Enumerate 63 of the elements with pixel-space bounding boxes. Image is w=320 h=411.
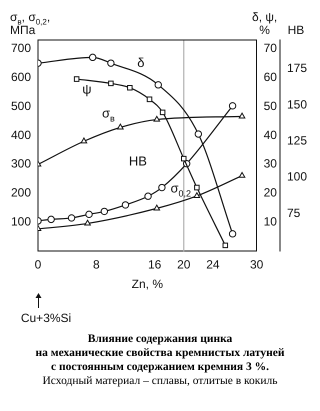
y3-tick-label: 100 [286, 170, 308, 184]
y2-tick-label: 40 [264, 128, 278, 142]
y-tick-label: 100 [10, 214, 32, 229]
point [100, 208, 108, 216]
point [84, 220, 91, 226]
y3-tick-label: 150 [286, 97, 308, 112]
text: Исходный материал – сплавы, отлитые в кокиль [42, 374, 278, 388]
point [107, 59, 115, 67]
point [194, 192, 200, 198]
point [154, 81, 162, 89]
point [68, 214, 76, 222]
x-tick-label: 20 [177, 258, 191, 272]
y2-tick-label: 30 [264, 156, 278, 171]
x-tick-label: 30 [250, 258, 264, 272]
point [238, 112, 246, 118]
y-tick-label: 500 [10, 98, 32, 113]
y-tick-label: 700 [10, 40, 32, 55]
point [160, 110, 166, 116]
point [158, 184, 166, 192]
y-tick-label: 400 [10, 128, 32, 142]
point [108, 80, 114, 86]
y3-tick-label: 125 [286, 134, 308, 148]
point [80, 138, 88, 144]
point [194, 184, 200, 190]
x-axis-title: Zn, % [132, 277, 164, 292]
point [85, 210, 93, 218]
series-label: HB [128, 154, 147, 169]
point [228, 230, 236, 238]
y-tick-label: 200 [10, 186, 32, 200]
y-tick-label: 600 [10, 70, 32, 84]
point [154, 204, 160, 210]
y2-tick-label: 10 [264, 214, 278, 229]
y2-tick-label: 70 [264, 40, 278, 55]
point [117, 124, 124, 130]
text: Cu+3%Si [20, 311, 72, 325]
point [74, 76, 80, 82]
series-label: δ [137, 55, 145, 70]
point [154, 116, 160, 122]
y3-axis-title: HB [288, 23, 304, 37]
x-tick-label: 0 [34, 258, 42, 272]
text: Влияние содержания цинка на механические свойства кремнистых латуней с постоянным содержанием кремния 3 %. [34, 332, 286, 374]
y-tick-label: 300 [10, 156, 32, 171]
y2-tick-label: 20 [264, 186, 278, 200]
y3-tick-label: 75 [286, 206, 301, 220]
point [181, 156, 187, 162]
point [88, 54, 96, 62]
x-tick-label: 24 [206, 258, 220, 272]
x-tick-label: 16 [148, 258, 162, 272]
point [228, 102, 236, 110]
point [238, 172, 246, 178]
y2-tick-label: 60 [264, 70, 278, 84]
series-label: ψ [82, 81, 92, 96]
point [222, 242, 228, 248]
point [146, 96, 152, 102]
y3-tick-label: 175 [286, 61, 308, 76]
point [144, 192, 152, 200]
point [127, 84, 133, 90]
x-tick-label: 8 [92, 258, 100, 272]
y2-tick-label: 50 [264, 98, 278, 113]
point [194, 130, 202, 138]
point [122, 201, 130, 209]
point [47, 216, 55, 224]
y2-axis-title: δ, ψ, % [252, 10, 278, 37]
